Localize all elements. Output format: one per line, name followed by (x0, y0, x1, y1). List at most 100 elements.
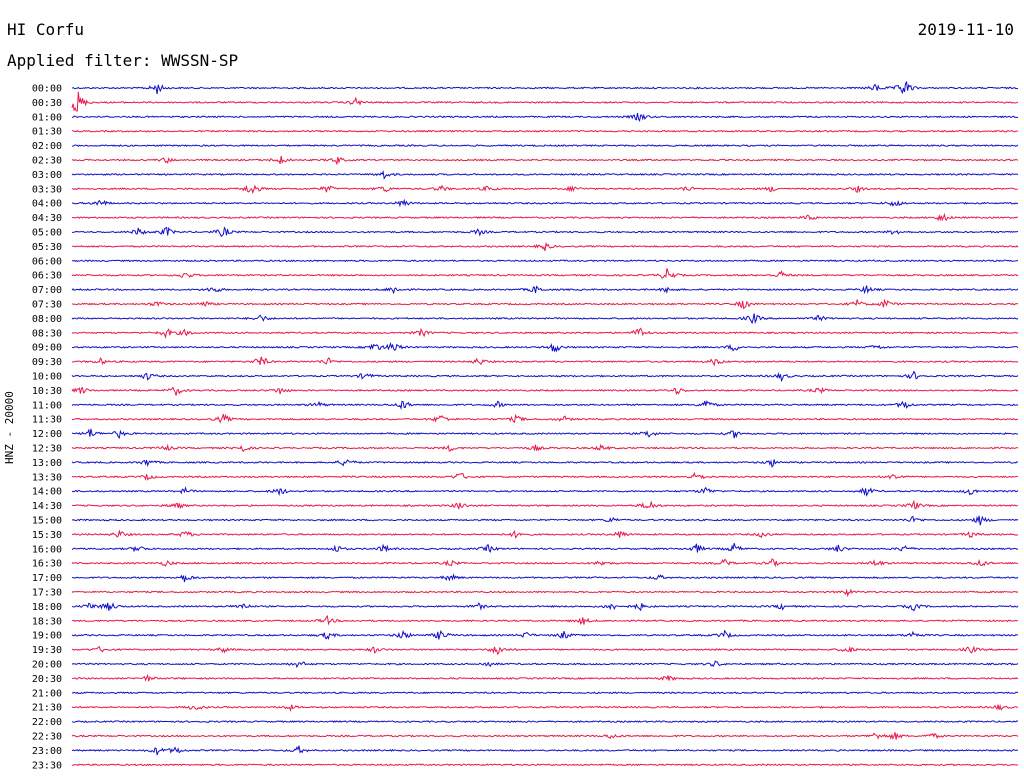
trace-line (71, 400, 1019, 410)
trace-line (71, 703, 1018, 713)
y-tick-label: 20:00 (32, 660, 62, 671)
y-tick-label: 20:30 (32, 674, 62, 685)
trace-line (71, 370, 1019, 383)
trace-line (71, 169, 1019, 180)
y-tick-label: 09:30 (32, 357, 62, 368)
y-tick-label: 18:30 (32, 616, 62, 627)
y-tick-label: 21:00 (32, 688, 62, 699)
trace-line (71, 356, 1019, 367)
y-tick-label: 16:30 (32, 559, 62, 570)
trace-line (71, 386, 1019, 396)
trace-line (71, 327, 1019, 340)
trace-line (71, 720, 1019, 724)
y-tick-label: 00:30 (32, 98, 62, 109)
y-tick-label: 19:00 (32, 631, 62, 642)
y-tick-label: 17:30 (32, 588, 62, 599)
y-tick-label: 11:30 (32, 415, 62, 426)
y-tick-label: 16:00 (32, 544, 62, 555)
y-tick-label: 11:00 (32, 400, 62, 411)
trace-line (71, 341, 1019, 353)
trace-line (71, 80, 1019, 95)
y-tick-label: 01:00 (32, 112, 62, 123)
trace-line (71, 763, 1019, 767)
trace-line (71, 91, 1019, 112)
trace-line (71, 558, 1019, 568)
trace-line (72, 673, 1019, 682)
trace-line (71, 129, 1019, 133)
trace-line (71, 588, 1019, 598)
trace-line (71, 486, 1019, 497)
date-label: 2019-11-10 (917, 20, 1014, 39)
y-tick-label: 03:30 (32, 184, 62, 195)
y-tick-label: 12:30 (32, 444, 62, 455)
filter-label: Applied filter: WWSSN-SP (7, 51, 239, 70)
y-tick-label: 22:30 (32, 732, 62, 743)
y-tick-label: 23:30 (32, 760, 62, 771)
y-tick-label: 04:00 (32, 199, 62, 210)
y-tick-label: 01:30 (32, 127, 62, 138)
y-tick-label: 13:30 (32, 472, 62, 483)
y-tick-label: 00:00 (32, 84, 62, 95)
station-title: HI Corfu (7, 20, 85, 39)
y-tick-label: 02:00 (32, 141, 62, 152)
y-tick-label: 15:30 (32, 530, 62, 541)
trace-line (71, 745, 1019, 756)
y-tick-label: 07:30 (32, 300, 62, 311)
y-tick-label: 19:30 (32, 645, 62, 656)
trace-line (71, 241, 1019, 252)
y-tick-label: 13:00 (32, 458, 62, 469)
y-tick-label: 05:30 (32, 242, 62, 253)
y-tick-label: 08:30 (32, 328, 62, 339)
trace-line (71, 660, 1019, 669)
trace-line (71, 198, 1019, 208)
y-tick-label: 07:00 (32, 285, 62, 296)
trace-line (71, 144, 1019, 148)
trace-line (72, 413, 1019, 424)
trace-line (71, 515, 1019, 526)
trace-line (71, 113, 1019, 123)
trace-line (71, 615, 1019, 626)
y-tick-label: 21:30 (32, 703, 62, 714)
y-tick-label: 03:00 (32, 170, 62, 181)
trace-line (71, 459, 1019, 468)
y-tick-label: 05:00 (32, 228, 62, 239)
y-tick-label: 23:00 (32, 746, 62, 757)
y-tick-label: 02:30 (32, 156, 62, 167)
trace-line (71, 313, 1019, 325)
trace-line (71, 602, 1019, 612)
y-tick-label: 12:00 (32, 429, 62, 440)
y-tick-label: 14:00 (32, 487, 62, 498)
trace-line (72, 298, 1019, 310)
trace-line (71, 212, 1019, 222)
trace-line (71, 443, 1019, 453)
trace-line (71, 285, 1019, 295)
trace-line (72, 155, 1019, 166)
trace-line (71, 691, 1019, 695)
trace-line (71, 629, 1019, 641)
trace-line (71, 543, 1018, 553)
trace-line (71, 645, 1018, 656)
trace-line (71, 184, 1019, 195)
trace-line (71, 732, 1019, 740)
trace-line (71, 268, 1019, 279)
y-tick-label: 10:00 (32, 372, 62, 383)
trace-line (71, 529, 1019, 539)
y-tick-label: 04:30 (32, 213, 62, 224)
y-tick-label: 06:00 (32, 256, 62, 267)
y-tick-label: 08:00 (32, 314, 62, 325)
y-tick-label: 14:30 (32, 501, 62, 512)
trace-line (71, 259, 1019, 263)
trace-line (71, 428, 1019, 439)
trace-line (71, 573, 1019, 583)
trace-line (71, 226, 1019, 238)
y-tick-label: 06:30 (32, 271, 62, 282)
y-tick-label: 15:00 (32, 516, 62, 527)
y-tick-label: 17:00 (32, 573, 62, 584)
y-tick-label: 22:00 (32, 717, 62, 728)
y-tick-label: 18:00 (32, 602, 62, 613)
y-tick-label: 10:30 (32, 386, 62, 397)
trace-line (71, 499, 1019, 510)
trace-line (71, 471, 1018, 481)
y-tick-label: 09:00 (32, 343, 62, 354)
